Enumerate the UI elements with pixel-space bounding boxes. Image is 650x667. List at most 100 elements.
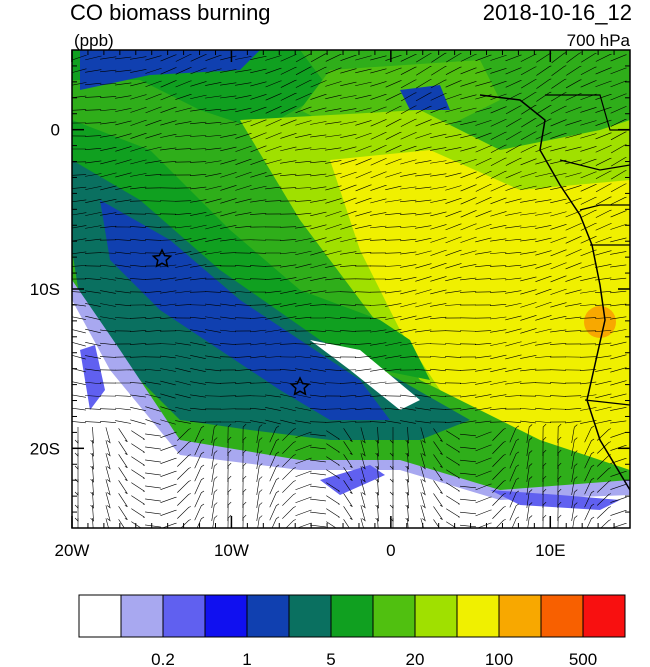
wind-barb (571, 437, 578, 456)
wind-barb (325, 185, 342, 191)
wind-barb (520, 225, 537, 229)
wind-barb (385, 105, 402, 114)
wind-barb (385, 342, 402, 346)
wind-barb (177, 480, 191, 493)
wind-barb (400, 53, 417, 62)
wind-barb (175, 342, 191, 346)
wind-barb (242, 449, 247, 470)
wind-barb (595, 223, 612, 231)
wind-barb (130, 394, 146, 398)
wind-barb (145, 93, 162, 101)
wind-barb (535, 420, 551, 424)
wind-barb (250, 329, 267, 333)
wind-barb (340, 330, 356, 332)
wind-barb (130, 69, 147, 73)
wind-barb (557, 462, 562, 483)
wind-barb (310, 237, 327, 243)
wind-barb (265, 145, 282, 152)
wind-barb (256, 502, 263, 521)
wind-barb (565, 172, 582, 178)
wind-barb (475, 54, 492, 62)
wind-barb (565, 133, 582, 139)
wind-barb (211, 489, 218, 508)
wind-barb (194, 438, 205, 456)
wind-barb (190, 355, 206, 360)
wind-barb (581, 53, 597, 63)
wind-barb (360, 453, 366, 470)
wind-barb (100, 316, 116, 320)
wind-barb (490, 211, 507, 217)
wind-barb (375, 465, 379, 483)
wind-barb (279, 226, 297, 228)
wind-barb (310, 408, 326, 410)
wind-barb (370, 342, 387, 346)
wind-barb (610, 445, 627, 451)
wind-barb (160, 393, 176, 399)
wind-barb (72, 174, 87, 176)
wind-barb (542, 423, 547, 444)
wind-barb (85, 355, 101, 359)
wind-barb (550, 249, 567, 257)
wind-barb (509, 451, 520, 469)
wind-barb (597, 441, 611, 454)
wind-barb (370, 212, 387, 216)
wind-barb (445, 197, 462, 204)
wind-barb (580, 369, 597, 371)
wind-barb (205, 95, 222, 99)
wind-barb (459, 369, 477, 371)
wind-barb (520, 302, 537, 308)
wind-barb (355, 107, 372, 113)
wind-barb (375, 439, 379, 457)
wind-barb (265, 159, 282, 165)
wind-barb (595, 250, 612, 256)
wind-barb (325, 108, 342, 112)
wind-barb (205, 211, 222, 217)
wind-barb (131, 495, 145, 505)
wind-barb (189, 304, 207, 306)
wind-barb (145, 303, 162, 307)
wind-barb (579, 317, 597, 319)
wind-barb (492, 467, 506, 480)
wind-barb (520, 158, 537, 166)
wind-barb (340, 81, 357, 87)
wind-barb (105, 492, 111, 509)
wind-barb (566, 65, 582, 76)
wind-barb (476, 522, 492, 528)
wind-barb (160, 147, 177, 151)
wind-barb (280, 329, 297, 333)
colorbar-box (288, 594, 332, 638)
wind-barb (400, 79, 417, 89)
wind-barb (160, 120, 177, 126)
wind-barb (385, 67, 402, 75)
wind-barb (219, 278, 237, 280)
wind-barb (384, 252, 402, 254)
wind-barb (370, 316, 387, 320)
wind-barb (144, 226, 162, 228)
wind-barb (492, 493, 506, 506)
wind-barb (557, 514, 562, 528)
wind-barb (445, 147, 462, 151)
wind-barb (526, 424, 533, 443)
wind-barb (385, 131, 402, 140)
wind-barb (520, 172, 537, 178)
wind-barb (430, 262, 447, 269)
wind-barb (595, 368, 612, 372)
wind-barb (205, 173, 222, 177)
wind-barb (490, 131, 507, 140)
wind-barb (175, 264, 192, 268)
wind-barb (220, 225, 237, 229)
wind-barb (490, 354, 507, 360)
wind-barb (571, 424, 578, 443)
wind-barb (235, 56, 252, 60)
wind-barb (175, 80, 192, 88)
wind-barb (460, 433, 476, 437)
wind-barb (189, 161, 207, 163)
wind-barb (475, 509, 492, 517)
wind-barb (115, 69, 132, 73)
wind-barb (520, 289, 537, 295)
field-region (330, 150, 630, 470)
wind-barb (105, 505, 111, 522)
wind-barb (595, 355, 612, 359)
wind-barb (324, 421, 342, 423)
wind-barb (242, 514, 247, 528)
